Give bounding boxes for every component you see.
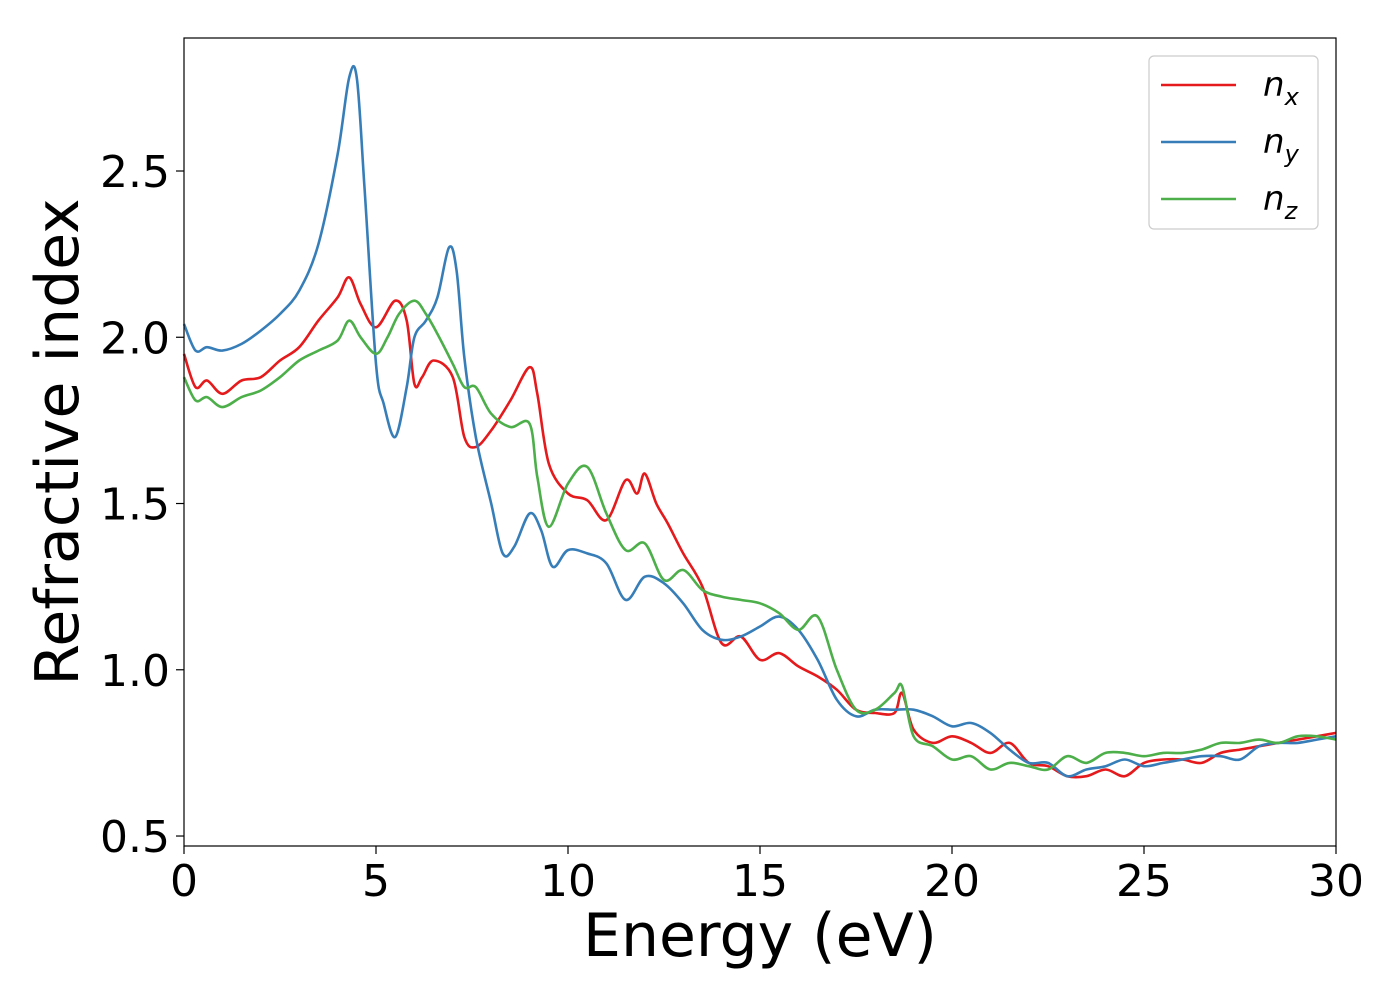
x-tick-label: 0 bbox=[170, 856, 198, 907]
y-tick-label: 2.0 bbox=[100, 313, 170, 364]
legend: nx ny nz bbox=[1148, 55, 1319, 230]
y-tick-label: 2.5 bbox=[100, 147, 170, 198]
legend-label-n-x: nx bbox=[1263, 65, 1300, 111]
y-tick-label: 1.5 bbox=[100, 480, 170, 531]
x-tick-label: 20 bbox=[924, 856, 980, 907]
x-tick-label: 30 bbox=[1308, 856, 1364, 907]
x-axis-ticks: 0 5 10 15 20 25 30 bbox=[170, 846, 1364, 907]
series-line-n-x bbox=[182, 276, 1337, 779]
x-tick-label: 5 bbox=[362, 856, 390, 907]
series-line-n-z bbox=[182, 299, 1337, 772]
y-axis-title: Refractive index bbox=[23, 198, 93, 685]
y-tick-label: 1.0 bbox=[100, 646, 170, 697]
x-tick-label: 15 bbox=[732, 856, 788, 907]
x-tick-label: 25 bbox=[1116, 856, 1172, 907]
x-axis-title: Energy (eV) bbox=[583, 901, 937, 971]
series-layer bbox=[182, 64, 1337, 779]
legend-label-n-y: ny bbox=[1263, 122, 1300, 168]
y-axis-ticks: 0.5 1.0 1.5 2.0 2.5 bbox=[100, 147, 184, 863]
y-tick-label: 0.5 bbox=[100, 812, 170, 863]
series-line-n-y bbox=[182, 64, 1337, 778]
x-tick-label: 10 bbox=[540, 856, 596, 907]
legend-label-n-z: nz bbox=[1263, 179, 1299, 225]
